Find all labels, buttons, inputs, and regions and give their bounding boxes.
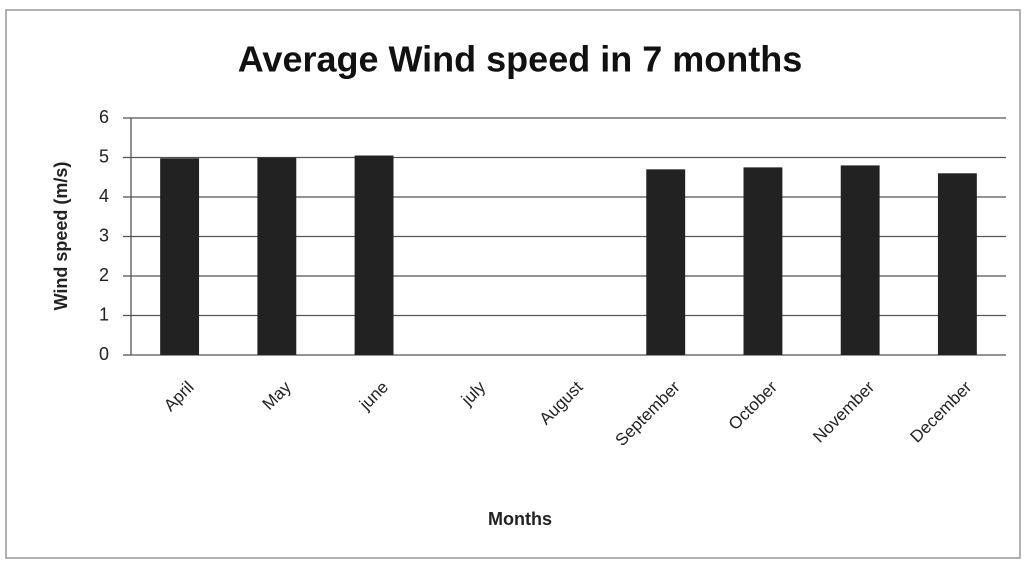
y-tick-label: 3 bbox=[99, 225, 109, 245]
y-tick-label: 5 bbox=[99, 146, 109, 166]
y-tick-label: 4 bbox=[99, 186, 109, 206]
bar bbox=[646, 169, 686, 355]
bar bbox=[743, 167, 783, 355]
y-tick-label: 2 bbox=[99, 265, 109, 285]
bar bbox=[160, 158, 200, 355]
bar bbox=[257, 157, 297, 355]
chart-title: Average Wind speed in 7 months bbox=[238, 39, 802, 80]
y-tick-label: 1 bbox=[99, 304, 109, 324]
y-axis-label: Wind speed (m/s) bbox=[51, 162, 71, 311]
bar bbox=[937, 173, 977, 355]
bar bbox=[840, 165, 880, 355]
y-tick-label: 6 bbox=[99, 107, 109, 127]
y-tick-label: 0 bbox=[99, 344, 109, 364]
x-axis-label: Months bbox=[488, 509, 552, 529]
bar bbox=[354, 155, 394, 355]
